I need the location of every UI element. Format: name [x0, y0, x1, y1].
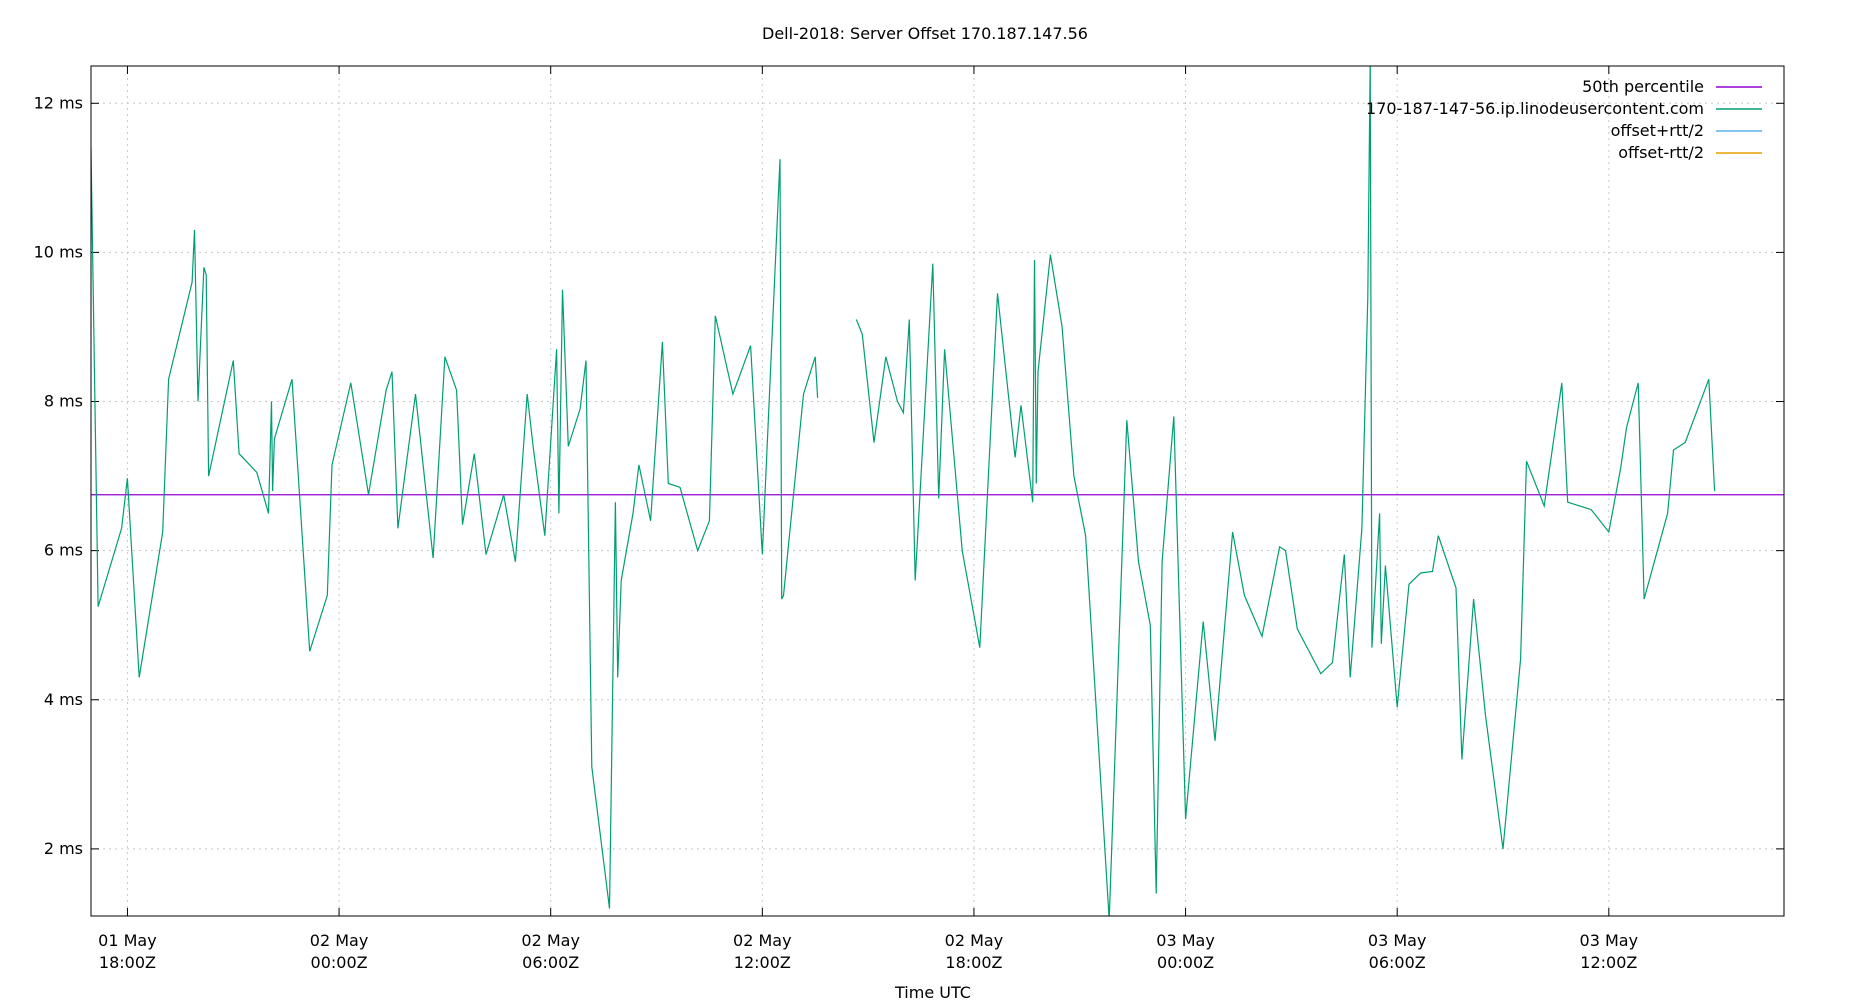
- y-tick-label: 2 ms: [44, 839, 83, 858]
- y-tick-label: 8 ms: [44, 392, 83, 411]
- x-tick-label-date: 02 May: [310, 931, 369, 950]
- x-tick-label-time: 06:00Z: [1369, 953, 1426, 972]
- x-tick-label-time: 12:00Z: [1580, 953, 1637, 972]
- y-tick-label: 12 ms: [34, 93, 83, 112]
- x-tick-label-time: 12:00Z: [734, 953, 791, 972]
- y-tick-label: 10 ms: [34, 242, 83, 261]
- x-tick-label-time: 18:00Z: [99, 953, 156, 972]
- offset-series-line: [855, 66, 1716, 916]
- x-tick-label-time: 00:00Z: [311, 953, 368, 972]
- x-tick-label-time: 18:00Z: [945, 953, 1002, 972]
- y-axis-ticks: 2 ms 4 ms 6 ms 8 ms 10 ms 12 ms: [34, 93, 1784, 858]
- x-tick-label-date: 03 May: [1368, 931, 1427, 950]
- x-tick-label-time: 06:00Z: [522, 953, 579, 972]
- x-tick-label-date: 02 May: [521, 931, 580, 950]
- legend-label: offset-rtt/2: [1618, 143, 1704, 162]
- x-tick-label-date: 03 May: [1580, 931, 1639, 950]
- legend: 50th percentile 170-187-147-56.ip.linodeu…: [1366, 77, 1762, 162]
- x-tick-label-date: 01 May: [98, 931, 157, 950]
- chart-title: Dell-2018: Server Offset 170.187.147.56: [762, 24, 1088, 43]
- x-tick-label-date: 02 May: [733, 931, 792, 950]
- plot-frame: [90, 65, 1785, 917]
- y-tick-label: 6 ms: [44, 541, 83, 560]
- legend-label: 170-187-147-56.ip.linodeusercontent.com: [1366, 99, 1704, 118]
- offset-series-line: [91, 147, 819, 909]
- x-tick-label-time: 00:00Z: [1157, 953, 1214, 972]
- grid: [91, 66, 1784, 916]
- y-tick-label: 4 ms: [44, 690, 83, 709]
- x-tick-label-date: 03 May: [1156, 931, 1215, 950]
- legend-label: offset+rtt/2: [1611, 121, 1704, 140]
- legend-label: 50th percentile: [1582, 77, 1704, 96]
- series-layer: [91, 66, 1784, 916]
- x-axis-label: Time UTC: [894, 983, 971, 1000]
- x-tick-label-date: 02 May: [945, 931, 1004, 950]
- x-axis-ticks: 01 May 18:00Z 02 May 00:00Z 02 May 06:00Z 02 M…: [98, 66, 1638, 972]
